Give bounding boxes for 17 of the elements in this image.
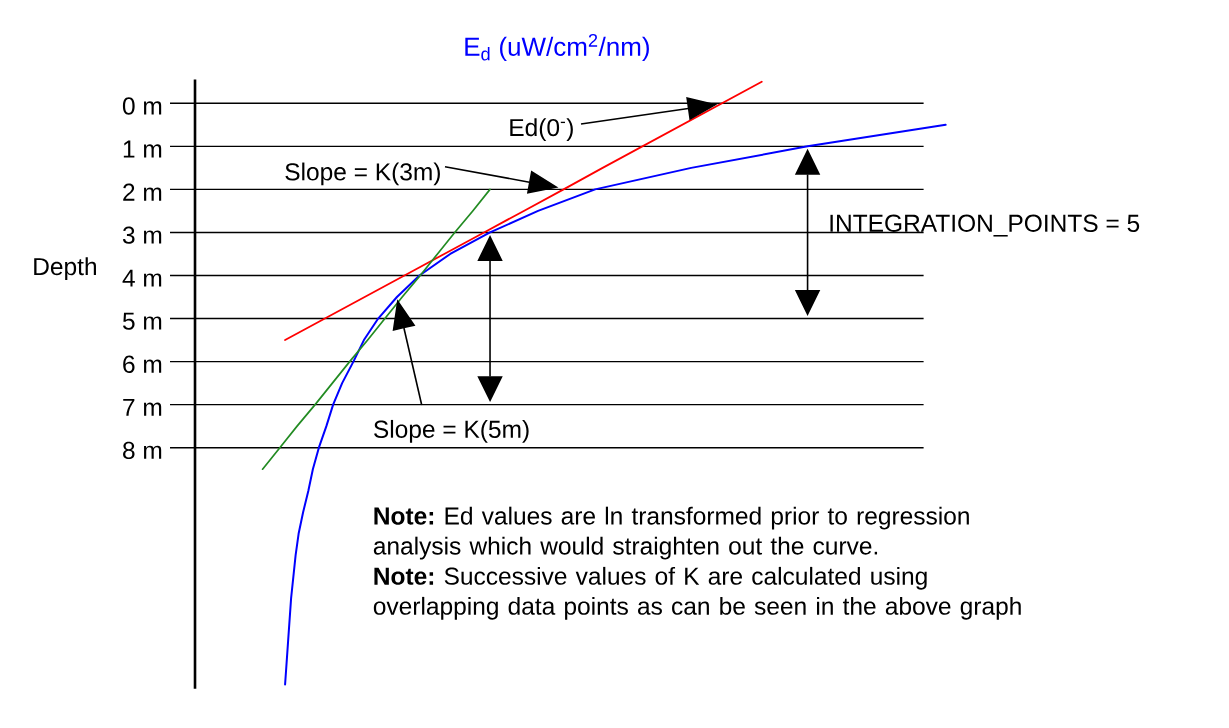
y-tick-label: 3 m <box>122 226 162 244</box>
annotation: Slope = K(3m) <box>285 162 440 186</box>
y-axis-title: Depth <box>34 257 96 281</box>
annotation: Ed(0$^{-}$) <box>510 118 573 142</box>
y-tick-label: 6 m <box>123 355 162 373</box>
annotation: Slope = K(5m) <box>374 419 529 443</box>
y-tick-label: 0 m <box>122 97 162 115</box>
x-axis-title: E$_{d}$ (uW/cm$^{2}$/nm) <box>465 33 649 62</box>
annotation: INTEGRATION_POINTS = 5 <box>830 214 1140 237</box>
y-tick-label: 1 m <box>123 140 162 158</box>
y-tick-label: 7 m <box>123 398 162 416</box>
y-tick-label: 2 m <box>123 183 162 201</box>
annotation: Note: Successive values of K are calculated using overlapping data points as can be seen in the above graph <box>373 566 1021 620</box>
y-tick-label: 8 m <box>123 441 162 460</box>
y-tick-label: 4 m <box>122 269 162 287</box>
annotation: Note: Ed values are ln transformed prior to regression analysis which would straighten out the curve. <box>373 506 969 560</box>
y-tick-label: 5 m <box>122 312 162 330</box>
